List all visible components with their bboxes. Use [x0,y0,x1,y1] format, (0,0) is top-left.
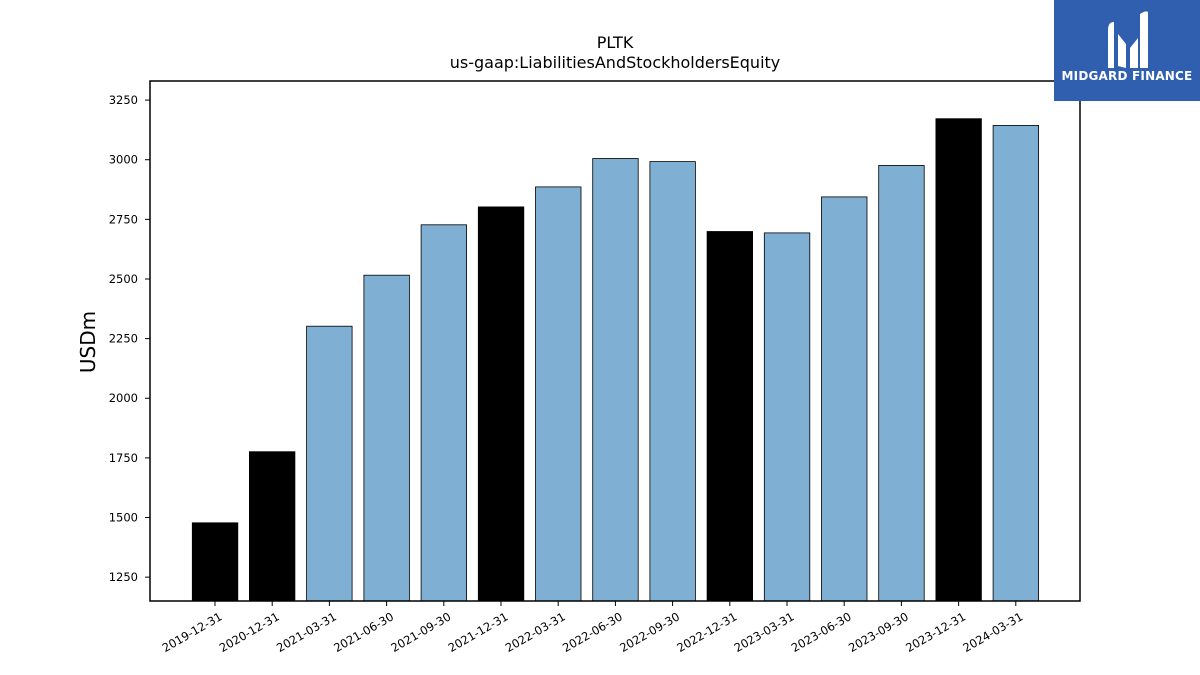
bar-2022-09-30 [649,161,696,602]
brand-logo: MIDGARD FINANCE [1054,0,1200,101]
y-tick-label: 3000 [109,153,138,167]
y-tick-label: 3250 [109,93,138,107]
bar-2023-09-30 [878,164,925,602]
y-tick-label: 1750 [109,451,138,465]
x-tick-label: 2019-12-31 [160,609,225,655]
bar-2023-12-31 [935,118,982,602]
x-tick-label: 2022-06-30 [560,609,625,655]
x-tick-label: 2021-06-30 [331,609,396,655]
y-tick-label: 2000 [109,391,138,405]
bar-2023-03-31 [763,232,811,602]
bar-2022-03-31 [535,186,582,602]
x-tick-label: 2021-03-31 [274,609,339,655]
y-tick-label: 2750 [109,212,138,226]
bar-2022-06-30 [592,158,639,602]
x-tick-label: 2022-03-31 [503,609,568,655]
y-tick-label: 2250 [109,332,138,346]
plot-frame [149,80,1081,602]
x-tick-label: 2021-12-31 [446,609,511,655]
chart-title: PLTK [597,33,634,52]
midgard-logo-icon [1108,11,1148,68]
x-tick-label: 2020-12-31 [217,609,282,655]
chart-subtitle: us-gaap:LiabilitiesAndStockholdersEquity [450,53,781,72]
bar-2022-12-31 [706,231,753,602]
bar-2020-12-31 [248,451,296,602]
y-axis-label: USDm [76,311,100,373]
x-tick-label: 2023-06-30 [789,609,854,655]
brand-name: MIDGARD FINANCE [1061,69,1193,83]
x-tick-label: 2023-12-31 [903,609,968,655]
bar-2024-03-31 [992,125,1039,602]
y-tick-label: 1250 [109,570,138,584]
x-axis-ticks: 2019-12-312020-12-312021-03-312021-06-30… [160,601,1025,655]
bar-2021-06-30 [363,274,410,602]
x-tick-label: 2024-03-31 [960,609,1025,655]
y-tick-label: 2500 [109,272,138,286]
bar-2021-03-31 [306,325,353,602]
y-tick-label: 1500 [109,511,138,525]
x-tick-label: 2021-09-30 [388,609,453,655]
bar-2019-12-31 [191,522,239,602]
x-tick-label: 2022-09-30 [617,609,682,655]
x-tick-label: 2022-12-31 [674,609,739,655]
x-tick-label: 2023-09-30 [846,609,911,655]
bars [191,118,1039,602]
bar-2021-12-31 [477,206,525,602]
y-axis-ticks: 1250 1500 1750 2000 2250 2500 2750 3000 3250 [109,93,150,584]
x-tick-label: 2023-03-31 [732,609,797,655]
bar-2021-09-30 [420,224,468,602]
bar-2023-06-30 [821,196,868,602]
